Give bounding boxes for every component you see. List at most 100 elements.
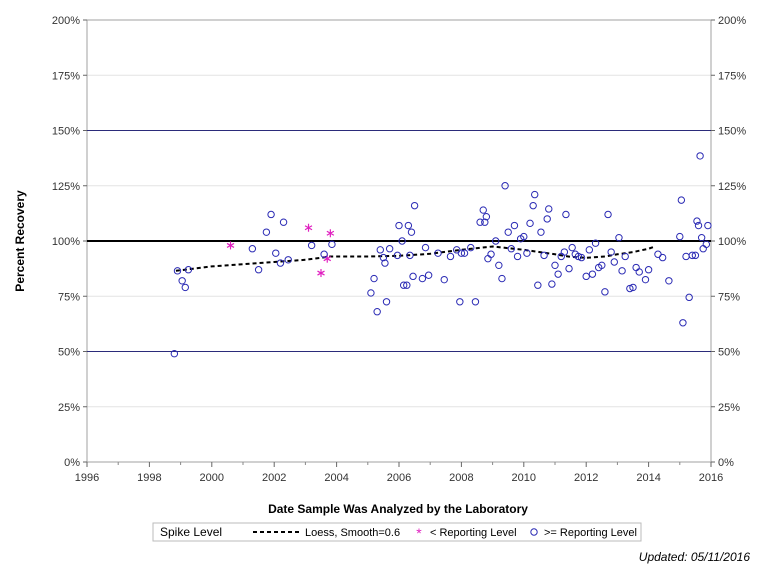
data-point-circle: [460, 249, 469, 257]
asterisk-stroke: [304, 225, 313, 231]
y-tick-label-right: 150%: [718, 126, 746, 138]
data-point-circle: [585, 246, 594, 254]
data-point-circle: [696, 152, 704, 160]
legend-loess-label: Loess, Smooth=0.6: [305, 527, 400, 539]
data-point-circle: [382, 298, 391, 306]
data-point-circle: [279, 218, 288, 226]
data-point-circle: [534, 281, 542, 289]
loess-curve: [175, 245, 656, 272]
y-axis-title: Percent Recovery: [13, 190, 27, 292]
data-point-circle: [554, 270, 562, 278]
data-point-circle: [697, 233, 706, 242]
data-point-circle: [604, 210, 612, 219]
legend-box: [152, 522, 642, 542]
data-point-circle: [665, 277, 673, 285]
data-point-circle: [591, 239, 600, 247]
x-tick-label: 2016: [699, 472, 723, 484]
data-point-circle: [409, 272, 417, 281]
data-point-circle: [267, 210, 275, 219]
y-tick-label-right: 0%: [718, 457, 734, 469]
data-point-circle: [607, 248, 615, 256]
data-point-circle: [407, 228, 416, 236]
y-tick-label-right: 200%: [718, 15, 746, 27]
data-point-circle: [440, 275, 448, 284]
data-point-circle: [434, 249, 442, 257]
data-point-circle: [381, 259, 389, 267]
legend-circle-marker: [530, 528, 538, 536]
data-point-asterisk: [304, 223, 313, 232]
x-axis-title: Date Sample Was Analyzed by the Laborato…: [268, 502, 528, 516]
data-point-circle: [548, 280, 556, 288]
data-point-circle: [406, 251, 414, 260]
data-point-circle: [487, 250, 495, 258]
x-tick-label: 2002: [262, 472, 286, 484]
x-tick-label: 1998: [137, 472, 161, 484]
y-tick-label-left: 25%: [58, 402, 80, 414]
y-tick-label-right: 50%: [718, 347, 740, 359]
data-point-circle: [543, 215, 551, 223]
data-point-circle: [676, 232, 684, 241]
legend: Spike Level Loess, Smooth=0.6 * < Report…: [152, 522, 642, 542]
x-tick-label: 2008: [449, 472, 473, 484]
data-point-circle: [403, 281, 411, 289]
data-point-circle: [641, 275, 650, 284]
data-point-circle: [615, 233, 623, 242]
data-point-circle: [577, 253, 586, 262]
data-point-circle: [562, 210, 570, 219]
y-tick-label-left: 150%: [52, 126, 80, 138]
data-point-circle: [537, 228, 545, 236]
data-point-circle: [173, 267, 182, 275]
data-point-circle: [513, 252, 522, 261]
data-point-circle: [385, 245, 394, 253]
y-tick-label-left: 200%: [52, 15, 80, 27]
data-point-asterisk: [326, 229, 335, 238]
data-point-circle: [568, 243, 576, 252]
data-point-circle: [694, 221, 703, 230]
y-tick-label-right: 25%: [718, 402, 740, 414]
x-tick-label: 2014: [636, 472, 660, 484]
asterisk-stroke: [326, 230, 335, 236]
asterisk-stroke: [323, 256, 332, 262]
y-tick-label-right: 100%: [718, 236, 746, 248]
data-point-circle: [498, 274, 506, 283]
legend-asterisk-marker: *: [416, 525, 422, 541]
data-point-circle: [601, 288, 609, 296]
legend-below-label: < Reporting Level: [430, 527, 517, 539]
x-tick-label: 1996: [75, 472, 99, 484]
data-point-circle: [272, 249, 280, 257]
data-point-circle: [629, 283, 637, 292]
data-point-circle: [373, 308, 381, 316]
data-point-circle: [688, 251, 696, 260]
data-point-circle: [565, 264, 573, 273]
data-point-circle: [598, 261, 606, 270]
x-tick-label: 2004: [324, 472, 348, 484]
data-point-circle: [482, 212, 491, 221]
data-point-circle: [379, 253, 388, 262]
data-point-asterisk: [226, 241, 235, 250]
data-point-circle: [367, 289, 375, 297]
data-point-circle: [457, 249, 466, 257]
data-point-circle: [520, 232, 528, 241]
y-tick-label-right: 175%: [718, 70, 746, 82]
data-point-circle: [679, 319, 687, 327]
y-tick-label-left: 125%: [52, 181, 80, 193]
data-point-circle: [276, 259, 285, 267]
y-tick-label-right: 75%: [718, 291, 740, 303]
data-point-circle: [479, 206, 487, 214]
data-point-circle: [184, 266, 193, 274]
data-point-circle: [446, 252, 455, 261]
data-point-circle: [398, 237, 406, 245]
data-point-circle: [307, 241, 316, 250]
data-point-circle: [467, 243, 475, 252]
data-point-circle: [526, 219, 534, 228]
data-point-circle: [618, 267, 626, 275]
data-point-circle: [545, 205, 553, 213]
data-point-circle: [588, 270, 597, 278]
data-point-circle: [492, 237, 500, 245]
data-point-circle: [529, 201, 537, 210]
data-point-circle: [531, 190, 539, 199]
legend-above-label: >= Reporting Level: [544, 527, 637, 539]
data-point-circle: [181, 283, 189, 292]
data-point-circle: [501, 182, 509, 190]
